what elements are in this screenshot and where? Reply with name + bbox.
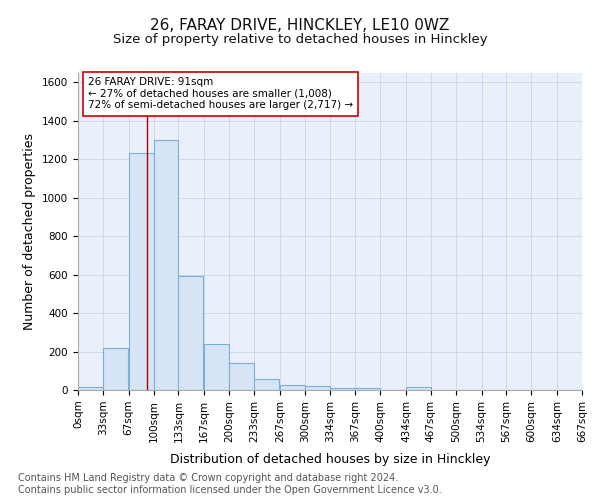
Bar — [406, 386, 431, 390]
Text: Contains HM Land Registry data © Crown copyright and database right 2024.
Contai: Contains HM Land Registry data © Crown c… — [18, 474, 442, 495]
Bar — [128, 154, 154, 390]
Bar — [355, 388, 380, 390]
Bar — [254, 380, 279, 390]
Text: Size of property relative to detached houses in Hinckley: Size of property relative to detached ho… — [113, 32, 487, 46]
Bar — [78, 387, 103, 390]
Text: 26, FARAY DRIVE, HINCKLEY, LE10 0WZ: 26, FARAY DRIVE, HINCKLEY, LE10 0WZ — [151, 18, 449, 32]
Y-axis label: Number of detached properties: Number of detached properties — [23, 132, 37, 330]
Bar — [305, 386, 329, 390]
Bar — [204, 344, 229, 390]
X-axis label: Distribution of detached houses by size in Hinckley: Distribution of detached houses by size … — [170, 453, 490, 466]
Bar — [229, 363, 254, 390]
Bar — [331, 388, 355, 390]
Bar — [280, 384, 305, 390]
Bar — [178, 276, 203, 390]
Bar — [154, 140, 178, 390]
Bar — [103, 348, 128, 390]
Text: 26 FARAY DRIVE: 91sqm
← 27% of detached houses are smaller (1,008)
72% of semi-d: 26 FARAY DRIVE: 91sqm ← 27% of detached … — [88, 78, 353, 110]
